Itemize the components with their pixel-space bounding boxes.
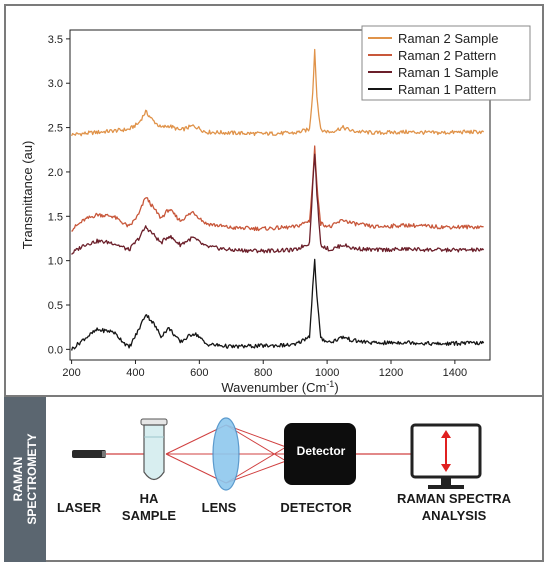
- detector-box-label: Detector: [296, 444, 346, 458]
- y-tick-label: 1.0: [48, 256, 63, 268]
- y-tick-label: 0.5: [48, 300, 63, 312]
- laser-label: LASER: [56, 500, 102, 515]
- x-tick-label: 1200: [379, 367, 403, 379]
- laser-icon: [72, 450, 106, 458]
- x-tick-label: 200: [62, 367, 80, 379]
- sample-label: HA SAMPLE: [109, 490, 189, 524]
- y-tick-label: 2.5: [48, 123, 63, 135]
- series-line: [70, 258, 485, 351]
- y-axis-label: Transmittance (au): [20, 141, 35, 250]
- x-tick-label: 800: [254, 367, 272, 379]
- series-line: [71, 48, 485, 137]
- plot-area: [69, 29, 491, 361]
- series-line: [71, 153, 485, 255]
- double-arrow-icon: [441, 430, 451, 472]
- raman-setup-diagram: RAMAN SPECTROMETY: [4, 395, 544, 562]
- x-tick-label: 1400: [443, 367, 467, 379]
- y-tick-label: 1.5: [48, 211, 63, 223]
- detector-box: [284, 423, 356, 485]
- y-tick-label: 2.0: [48, 167, 63, 179]
- x-tick-label: 400: [126, 367, 144, 379]
- x-tick-label: 1000: [315, 367, 339, 379]
- laser-tip: [102, 451, 106, 457]
- x-axis-label: Wavenumber (Cm-1): [221, 379, 338, 395]
- sample-label-line2: SAMPLE: [121, 508, 177, 523]
- y-tick-label: 0.0: [48, 344, 63, 356]
- analysis-label: RAMAN SPECTRA ANALYSIS: [359, 490, 549, 524]
- y-tick-label: 3.0: [48, 78, 63, 90]
- x-tick-label: 600: [190, 367, 208, 379]
- setup-svg: [72, 417, 482, 491]
- lens-label: LENS: [201, 500, 237, 515]
- raman-chart: 0.0 0.5 1.0 1.5 2.0 2.5 3.0 3.5 200 400 600 800 1000…: [20, 25, 531, 395]
- series-line: [71, 145, 484, 232]
- legend-entry: Raman 1 Pattern: [398, 82, 496, 97]
- side-bar: RAMAN SPECTROMETY: [4, 397, 46, 562]
- analysis-label-line1: RAMAN SPECTRA: [396, 491, 512, 506]
- test-tube-icon: [140, 418, 168, 481]
- legend-entry: Raman 1 Sample: [398, 65, 498, 80]
- lens-icon: [212, 417, 240, 491]
- sample-label-line1: HA: [139, 491, 159, 506]
- y-tick-label: 3.5: [48, 34, 63, 46]
- analysis-label-line2: ANALYSIS: [421, 508, 487, 523]
- detector-label: DETECTOR: [280, 500, 352, 515]
- legend-entry: Raman 2 Sample: [398, 31, 498, 46]
- legend-entry: Raman 2 Pattern: [398, 48, 496, 63]
